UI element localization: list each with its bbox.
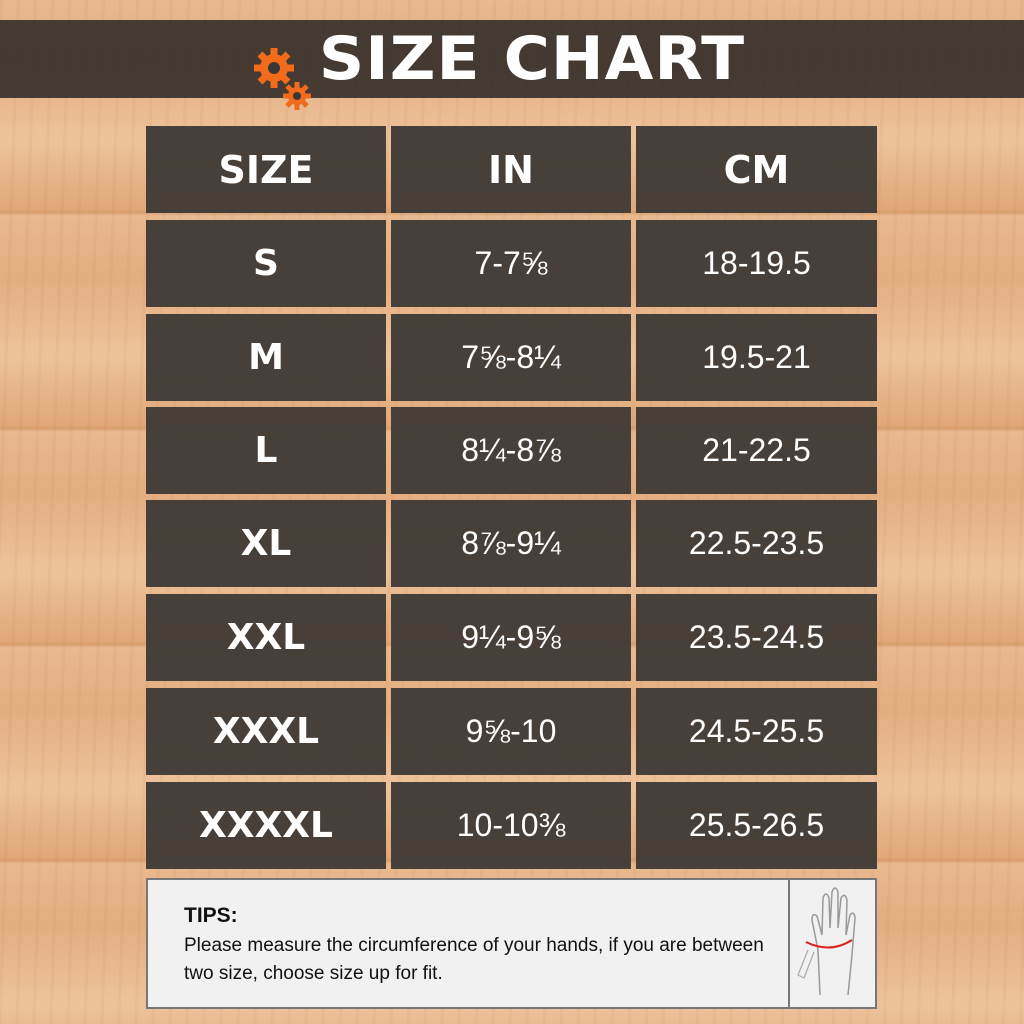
- page-title: SIZE CHART: [318, 24, 746, 94]
- header-in: IN: [391, 126, 631, 213]
- size-cell: XL: [146, 500, 386, 587]
- cm-cell: 24.5-25.5: [636, 688, 877, 775]
- inch-cell: 7-7⅝: [391, 220, 631, 307]
- tips-box: TIPS: Please measure the circumference o…: [146, 878, 877, 1009]
- size-cell: XXXL: [146, 688, 386, 775]
- inch-cell: 7⅝-8¼: [391, 314, 631, 401]
- size-cell: XXL: [146, 594, 386, 681]
- title-bar: SIZE CHART: [0, 20, 1024, 110]
- cm-cell: 21-22.5: [636, 407, 877, 494]
- header-size: SIZE: [146, 126, 386, 213]
- inch-cell: 10-10⅜: [391, 782, 631, 869]
- inch-cell: 8¼-8⅞: [391, 407, 631, 494]
- tips-heading: TIPS:: [184, 904, 238, 927]
- size-cell: XXXXL: [146, 782, 386, 869]
- size-cell: S: [146, 220, 386, 307]
- hand-measure-icon: [788, 880, 875, 1007]
- cm-cell: 25.5-26.5: [636, 782, 877, 869]
- cm-cell: 23.5-24.5: [636, 594, 877, 681]
- size-cell: M: [146, 314, 386, 401]
- inch-cell: 8⅞-9¼: [391, 500, 631, 587]
- cm-cell: 19.5-21: [636, 314, 877, 401]
- header-cm: CM: [636, 126, 877, 213]
- inch-cell: 9⅝-10: [391, 688, 631, 775]
- size-cell: L: [146, 407, 386, 494]
- cm-cell: 18-19.5: [636, 220, 877, 307]
- cm-cell: 22.5-23.5: [636, 500, 877, 587]
- gears-icon: [254, 48, 311, 110]
- tips-text: Please measure the circumference of your…: [184, 935, 764, 984]
- inch-cell: 9¼-9⅝: [391, 594, 631, 681]
